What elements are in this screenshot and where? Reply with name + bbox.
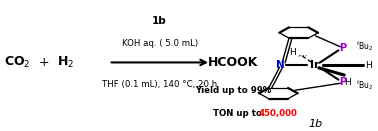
Text: H$_2$: H$_2$ xyxy=(57,55,74,70)
Text: P: P xyxy=(339,77,346,87)
Text: H: H xyxy=(289,48,296,57)
Text: ,...: ,... xyxy=(297,49,308,58)
Text: $^t$Bu$_2$: $^t$Bu$_2$ xyxy=(356,78,374,92)
Text: Ir: Ir xyxy=(310,60,320,70)
Text: 1b: 1b xyxy=(308,119,322,129)
Text: H: H xyxy=(366,61,372,70)
Text: +: + xyxy=(38,56,49,69)
Text: KOH aq. ( 5.0 mL): KOH aq. ( 5.0 mL) xyxy=(122,39,198,48)
Text: H: H xyxy=(344,78,351,87)
Text: TON up to: TON up to xyxy=(213,109,265,118)
Text: $^t$Bu$_2$: $^t$Bu$_2$ xyxy=(356,39,374,53)
Text: Yield up to 99%: Yield up to 99% xyxy=(195,86,271,95)
Text: P: P xyxy=(339,43,346,53)
Text: HCOOK: HCOOK xyxy=(208,56,259,69)
Text: 450,000: 450,000 xyxy=(259,109,297,118)
Text: CO$_2$: CO$_2$ xyxy=(4,55,31,70)
Text: THF (0.1 mL), 140 °C, 20 h: THF (0.1 mL), 140 °C, 20 h xyxy=(102,80,217,89)
Text: N: N xyxy=(276,60,285,70)
Text: 1b: 1b xyxy=(152,16,167,26)
